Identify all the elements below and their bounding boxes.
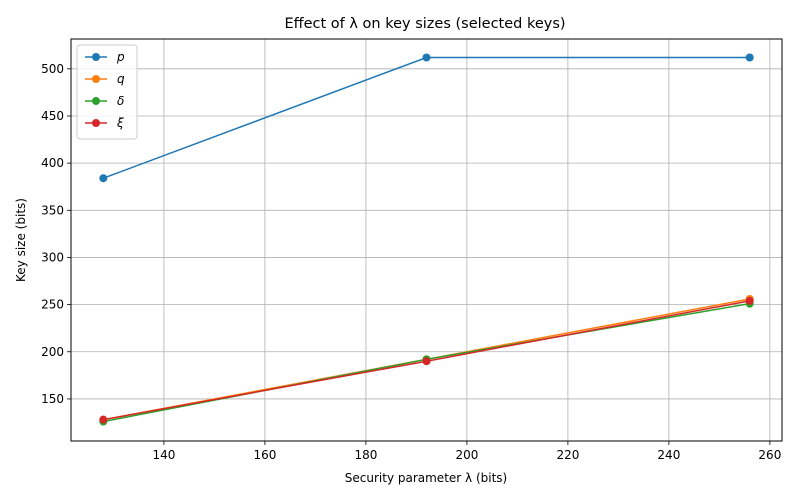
y-tick-label: 300 [41,250,64,264]
data-point [422,53,431,62]
legend-item: δ [85,94,124,108]
legend-item: p [85,50,125,64]
x-tick-label: 240 [657,448,680,462]
y-tick-label: 200 [41,345,64,359]
series-4 [99,296,754,424]
x-tick-label: 160 [253,448,276,462]
axis-ticks: 140 160 180 200 220 240 260 150 200 250 300 350 400 4… [41,62,781,462]
legend-item: ξ [85,116,124,130]
legend-label: q [117,72,125,86]
series-1 [99,53,754,183]
legend-marker [92,53,100,61]
y-tick-label: 250 [41,298,64,312]
legend-item: q [85,72,125,86]
y-tick-label: 400 [41,156,64,170]
y-axis-label: Key size (bits) [14,198,28,282]
data-point [745,296,754,305]
data-point [99,174,108,183]
y-tick-label: 350 [41,203,64,217]
x-tick-label: 220 [556,448,579,462]
grid [71,39,782,441]
data-point [422,357,431,366]
y-tick-label: 150 [41,392,64,406]
series-line [103,56,750,179]
data-point [745,53,754,62]
data-point [99,415,108,424]
series-lines [99,53,754,426]
x-tick-label: 140 [152,448,175,462]
legend-box [76,44,138,140]
chart-title: Effect of λ on key sizes (selected keys) [284,16,565,32]
x-tick-label: 180 [354,448,377,462]
legend-label: ξ [116,116,124,130]
x-tick-label: 260 [758,448,781,462]
legend-marker [92,75,100,83]
x-tick-label: 200 [455,448,478,462]
legend-marker [92,119,100,127]
plot-frame [70,38,783,442]
legend-label: p [116,50,125,64]
y-tick-label: 450 [41,109,64,123]
legend-marker [92,97,100,105]
y-tick-label: 500 [41,62,64,76]
legend-label: δ [117,94,124,108]
x-axis-label: Security parameter λ (bits) [345,471,507,485]
